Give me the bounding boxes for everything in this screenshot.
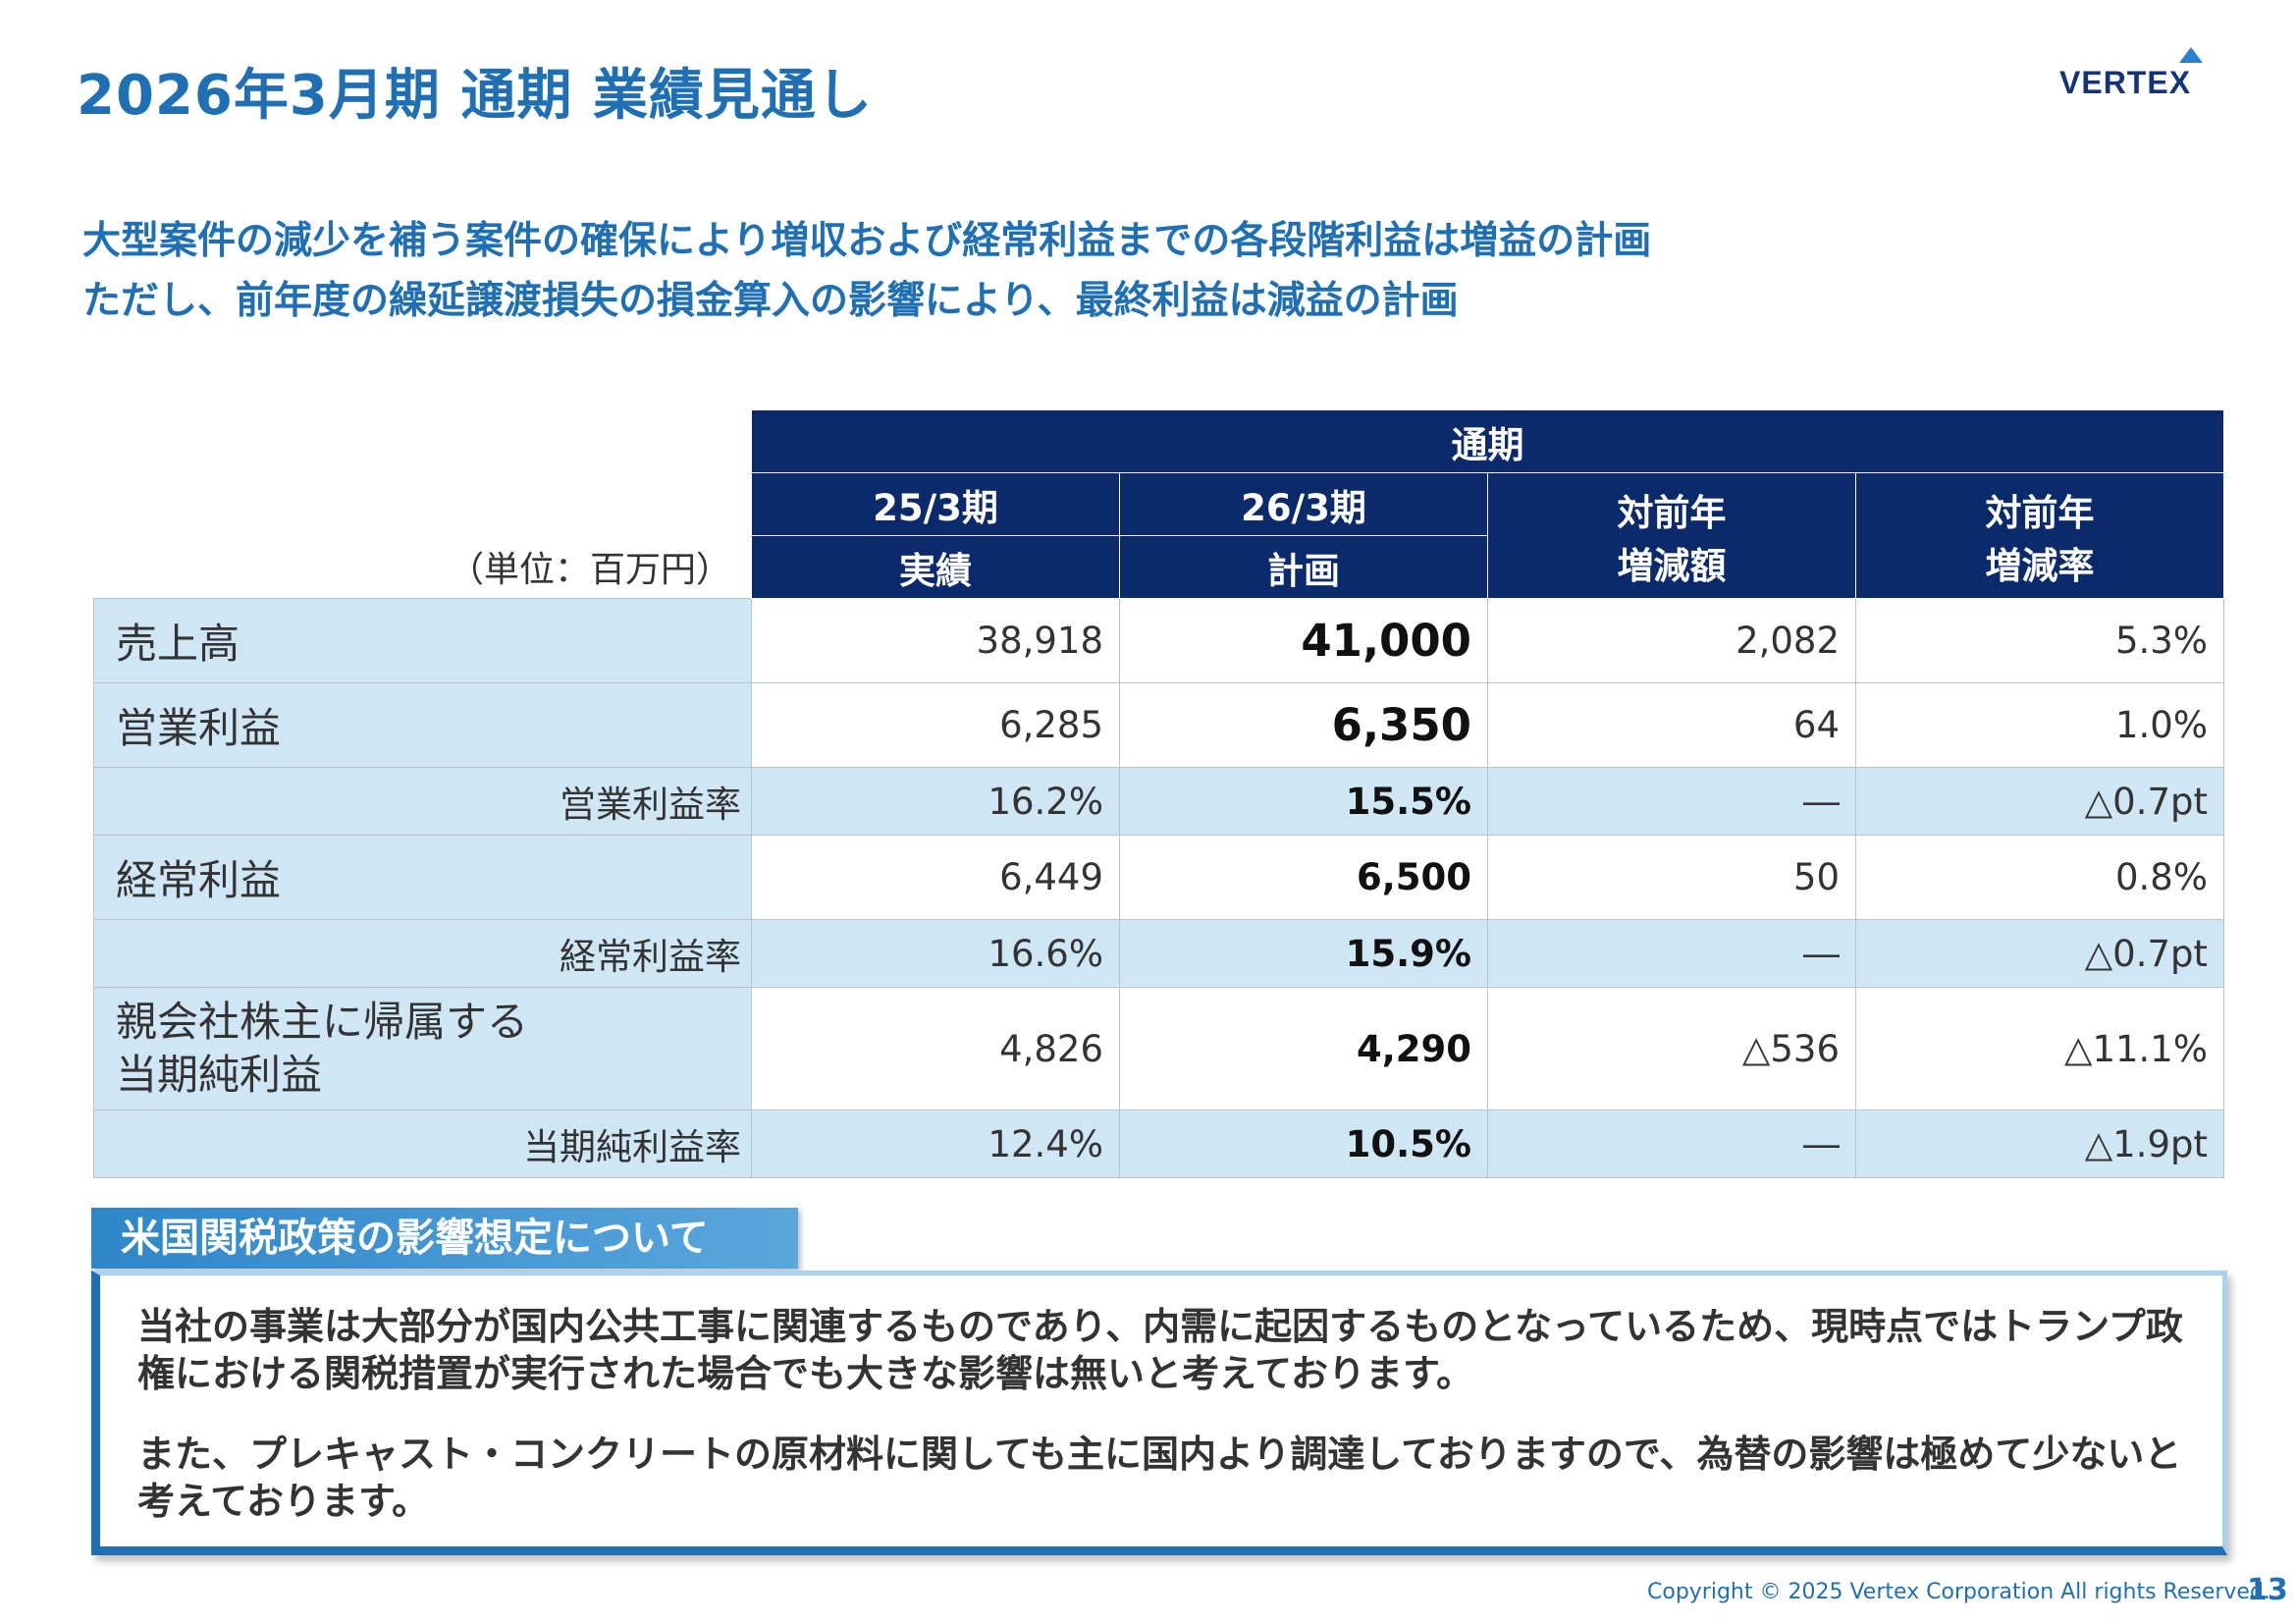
cell-plan: 6,350 xyxy=(1119,682,1488,768)
table-row: 経常利益率 16.6% 15.9% ― △0.7pt xyxy=(93,919,2224,988)
cell-actual: 4,826 xyxy=(751,987,1120,1110)
forecast-table: 通期 25/3期 26/3期 対前年 増減額 対前年 増減率 （単位：百万円） 実績… xyxy=(93,409,2224,1178)
table-row: 営業利益 6,285 6,350 64 1.0% xyxy=(93,682,2224,768)
row-label: 売上高 xyxy=(93,598,752,683)
logo-text: VERTEX xyxy=(2059,65,2191,100)
cell-diff: ― xyxy=(1487,1110,1856,1178)
tariff-box: 当社の事業は大部分が国内公共工事に関連するものであり、内需に起因するものとなって… xyxy=(91,1271,2227,1555)
row-label: 営業利益率 xyxy=(93,767,752,836)
cell-plan: 6,500 xyxy=(1119,835,1488,920)
cell-plan: 10.5% xyxy=(1119,1110,1488,1178)
tariff-heading: 米国関税政策の影響想定について xyxy=(91,1208,798,1269)
cell-rate: △11.1% xyxy=(1855,987,2224,1110)
row-label: 当期純利益率 xyxy=(93,1110,752,1178)
table-row: 営業利益率 16.2% 15.5% ― △0.7pt xyxy=(93,767,2224,836)
cell-diff: 64 xyxy=(1487,682,1856,768)
vertex-logo-icon: VERTEX xyxy=(2059,47,2203,100)
cell-diff: 50 xyxy=(1487,835,1856,920)
row-label: 経常利益率 xyxy=(93,919,752,988)
cell-plan: 15.9% xyxy=(1119,919,1488,988)
cell-plan: 4,290 xyxy=(1119,987,1488,1110)
cell-rate: △0.7pt xyxy=(1855,767,2224,836)
row-label: 経常利益 xyxy=(93,835,752,920)
cell-actual: 6,285 xyxy=(751,682,1120,768)
vertex-logo: VERTEX xyxy=(2059,45,2238,104)
cell-diff: △536 xyxy=(1487,987,1856,1110)
header-actual: 実績 xyxy=(751,535,1120,599)
tariff-paragraph-1: 当社の事業は大部分が国内公共工事に関連するものであり、内需に起因するものとなって… xyxy=(137,1305,2183,1395)
subtitle-line-1: 大型案件の減少を補う案件の確保により増収および経常利益までの各段階利益は増益の計… xyxy=(82,219,1652,263)
cell-rate: 5.3% xyxy=(1855,598,2224,683)
cell-diff: 2,082 xyxy=(1487,598,1856,683)
header-fy25: 25/3期 xyxy=(751,472,1120,536)
subtitle-line-2: ただし、前年度の繰延譲渡損失の損金算入の影響により、最終利益は減益の計画 xyxy=(82,279,1459,323)
table-row: 親会社株主に帰属する 当期純利益 4,826 4,290 △536 △11.1% xyxy=(93,987,2224,1110)
page-title: 2026年3月期 通期 業績見通し xyxy=(77,64,873,128)
cell-plan: 15.5% xyxy=(1119,767,1488,836)
cell-rate: △1.9pt xyxy=(1855,1110,2224,1178)
table-row: 当期純利益率 12.4% 10.5% ― △1.9pt xyxy=(93,1110,2224,1178)
row-label: 営業利益 xyxy=(93,682,752,768)
unit-label: （単位：百万円） xyxy=(93,535,752,599)
header-full-year: 通期 xyxy=(751,409,2224,473)
cell-actual: 16.2% xyxy=(751,767,1120,836)
header-fy26: 26/3期 xyxy=(1119,472,1488,536)
cell-plan: 41,000 xyxy=(1119,598,1488,683)
table-row: 経常利益 6,449 6,500 50 0.8% xyxy=(93,835,2224,920)
cell-actual: 38,918 xyxy=(751,598,1120,683)
tariff-paragraph-2: また、プレキャスト・コンクリートの原材料に関しても主に国内より調達しておりますの… xyxy=(137,1433,2182,1523)
header-yoy-amount: 対前年 増減額 xyxy=(1487,472,1856,599)
row-label: 親会社株主に帰属する 当期純利益 xyxy=(93,987,752,1110)
page-number: 13 xyxy=(2247,1573,2288,1607)
cell-rate: 1.0% xyxy=(1855,682,2224,768)
cell-diff: ― xyxy=(1487,919,1856,988)
cell-diff: ― xyxy=(1487,767,1856,836)
copyright: Copyright © 2025 Vertex Corporation All … xyxy=(1647,1580,2270,1604)
cell-actual: 12.4% xyxy=(751,1110,1120,1178)
table-row: 売上高 38,918 41,000 2,082 5.3% xyxy=(93,598,2224,683)
cell-rate: △0.7pt xyxy=(1855,919,2224,988)
cell-actual: 6,449 xyxy=(751,835,1120,920)
cell-actual: 16.6% xyxy=(751,919,1120,988)
cell-rate: 0.8% xyxy=(1855,835,2224,920)
header-yoy-rate: 対前年 増減率 xyxy=(1855,472,2224,599)
header-plan: 計画 xyxy=(1119,535,1488,599)
